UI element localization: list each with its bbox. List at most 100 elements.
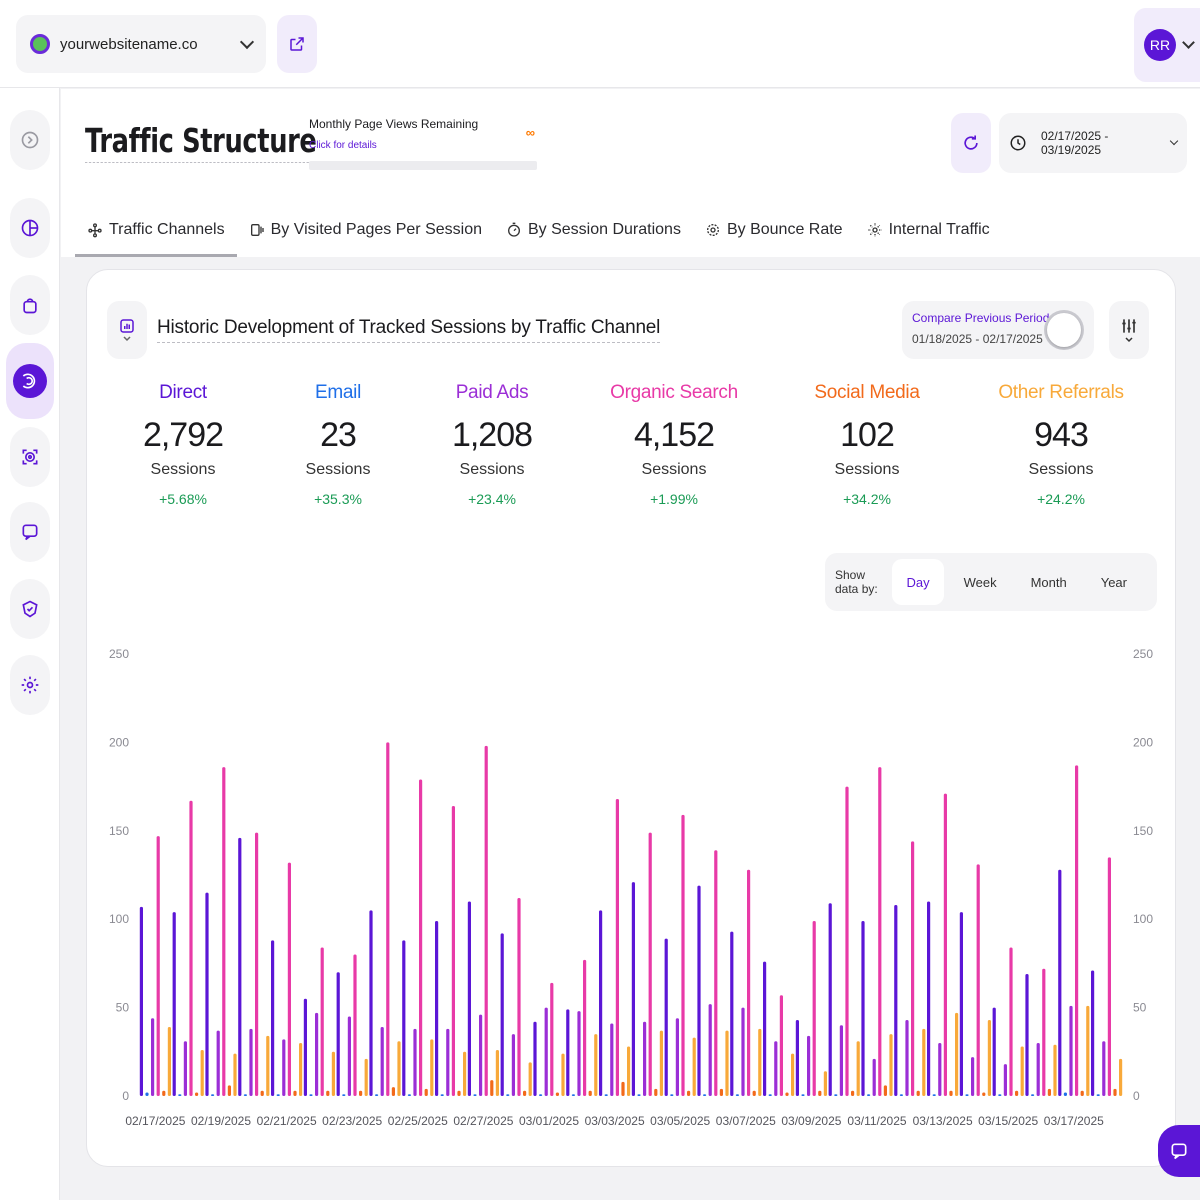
bar-paid-ads [1069,1005,1073,1096]
x-tick-label: 03/05/2025 [650,1114,710,1128]
page-views-widget: Monthly Page Views Remaining ∞ Click for… [309,115,537,170]
globe-icon [30,34,50,54]
bar-social-media [391,1087,395,1096]
bar-social-media [785,1092,789,1096]
y-tick-label-right: 100 [1133,912,1153,926]
y-tick-label-right: 50 [1133,1001,1147,1015]
tab-traffic-channels[interactable]: Traffic Channels [75,203,237,257]
bar-email [1063,1092,1067,1096]
bar-social-media [359,1090,363,1096]
chat-support-button[interactable] [1158,1125,1200,1177]
sidebar-item-traffic-badge [13,364,47,398]
bar-paid-ads [643,1021,647,1096]
bar-organic-search [320,947,324,1096]
sidebar-item-exit[interactable] [10,110,50,170]
date-range-picker[interactable]: 02/17/2025 - 03/19/2025 [999,113,1187,173]
bar-paid-ads [741,1007,745,1096]
bar-organic-search [550,982,554,1096]
tab-internal-traffic[interactable]: Internal Traffic [855,203,1002,257]
traffic-icon [22,373,36,389]
sidebar-item-dashboard[interactable] [10,198,50,258]
bar-direct [664,938,668,1096]
y-tick-label-right: 250 [1133,647,1153,661]
bar-other-referrals [495,1050,499,1096]
tab-label: By Session Durations [527,221,681,238]
page-views-value: ∞ [525,125,535,140]
sidebar-item-feedback[interactable] [10,502,50,562]
metric-other-referrals: Other Referrals 943 Sessions +24.2% [976,382,1146,507]
chevron-down-icon [1125,337,1133,343]
bar-social-media [162,1090,166,1096]
open-website-button[interactable] [277,15,317,73]
tab-label: By Bounce Rate [726,221,843,238]
sidebar-item-settings[interactable] [10,655,50,715]
tab-visited-pages[interactable]: By Visited Pages Per Session [237,203,494,257]
y-tick-label-left: 200 [109,735,129,749]
top-bar: yourwebsitename.co RR [0,0,1200,88]
bar-other-referrals [364,1058,368,1096]
bar-organic-search [517,897,521,1096]
bar-paid-ads [151,1018,155,1096]
tab-label: Traffic Channels [109,221,225,238]
bar-email [1096,1094,1100,1096]
sidebar-item-ecommerce[interactable] [10,275,50,335]
granularity-year[interactable]: Year [1100,574,1127,590]
metric-email: Email 23 Sessions +35.3% [253,382,423,507]
compare-toggle[interactable] [1044,310,1084,350]
sidebar-item-security[interactable] [10,579,50,639]
metric-value: 1,208 [451,416,533,454]
sidebar-item-traffic[interactable] [6,343,54,419]
bar-other-referrals [561,1053,565,1096]
x-tick-label: 02/17/2025 [125,1114,185,1128]
bar-social-media [1015,1090,1019,1096]
bar-direct [303,998,307,1096]
bar-organic-search [583,959,587,1096]
bar-other-referrals [167,1027,171,1096]
bar-organic-search [648,832,652,1096]
granularity-month[interactable]: Month [1030,574,1067,590]
bar-direct [500,933,504,1096]
bar-other-referrals [889,1034,893,1096]
user-menu[interactable]: RR [1134,8,1200,82]
website-name: yourwebsitename.co [60,35,198,53]
bar-direct [795,1019,799,1096]
tab-session-durations[interactable]: By Session Durations [494,203,693,257]
bar-direct [697,885,701,1096]
bar-direct [828,903,832,1096]
metric-value: 4,152 [633,416,715,454]
channels-icon [87,221,103,239]
bar-other-referrals [397,1041,401,1096]
website-selector[interactable]: yourwebsitename.co [16,15,266,73]
chart-type-button[interactable] [107,301,147,359]
bar-paid-ads [347,1016,351,1096]
granularity-week[interactable]: Week [963,574,997,590]
clock-icon [1010,135,1026,151]
x-tick-label: 03/07/2025 [716,1114,776,1128]
bar-social-media [818,1090,822,1096]
granularity-day[interactable]: Day [892,559,944,605]
bar-email [375,1094,379,1096]
bar-direct [369,910,373,1096]
bar-direct [1058,869,1062,1096]
bar-direct [927,901,931,1096]
refresh-button[interactable] [951,113,991,173]
bar-other-referrals [659,1030,663,1096]
compare-previous-period: Compare Previous Period 01/18/2025 - 02/… [902,301,1094,359]
y-tick-label-right: 150 [1133,824,1153,838]
chart-settings-button[interactable] [1109,301,1149,359]
tab-bounce-rate[interactable]: By Bounce Rate [693,203,855,257]
metric-value: 23 [320,416,357,454]
x-tick-label: 03/01/2025 [519,1114,579,1128]
page-views-details-link[interactable]: Click for details [309,140,377,151]
bar-email [440,1094,444,1096]
sidebar-item-goals[interactable] [10,427,50,487]
y-tick-label-left: 0 [122,1089,129,1103]
bar-other-referrals [692,1037,696,1096]
bar-organic-search [714,850,718,1096]
bar-direct [861,920,865,1096]
bar-social-media [687,1090,691,1096]
exit-icon [21,131,39,149]
show-data-label: Show data by: [835,568,878,596]
bar-email [604,1094,608,1096]
x-tick-label: 03/03/2025 [585,1114,645,1128]
